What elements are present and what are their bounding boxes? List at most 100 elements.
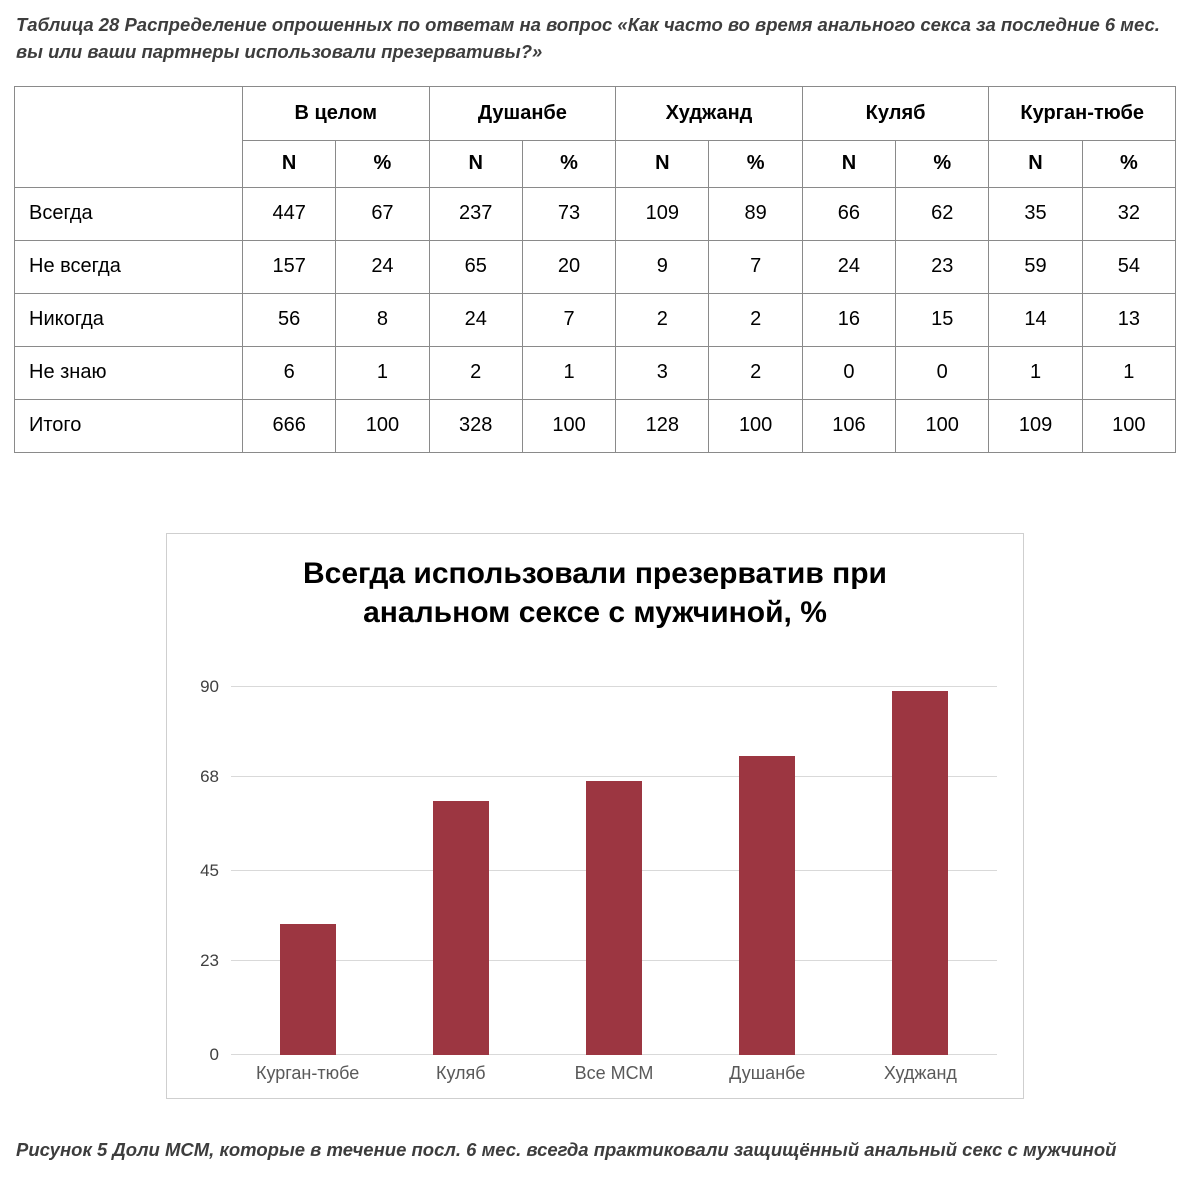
table-cell: 15 — [895, 292, 990, 347]
table-cell: 16 — [801, 292, 897, 347]
table-group-header: Курган-тюбе — [988, 85, 1176, 141]
table-cell: 100 — [521, 398, 617, 453]
table-cell: 65 — [428, 239, 523, 294]
table-row: Всегда 447 67 237 73 109 89 66 62 35 32 — [14, 186, 1177, 241]
table-cell: 2 — [428, 345, 523, 400]
table-cell: 6 — [241, 345, 337, 400]
table-subheader-row: N% N% N% N% N% — [15, 139, 1177, 188]
table-row: Не всегда 157 24 65 20 9 7 24 23 59 54 — [14, 239, 1177, 294]
table-cell: 666 — [241, 398, 337, 453]
table-cell: 24 — [428, 292, 523, 347]
bars-container — [231, 655, 997, 1055]
row-label: Не всегда — [14, 239, 243, 294]
table-row: Никогда 56 8 24 7 2 2 16 15 14 13 — [14, 292, 1177, 347]
table-cell: 100 — [895, 398, 990, 453]
table-cell: 13 — [1081, 292, 1177, 347]
table-subheader: N — [615, 139, 710, 188]
table-cell: 100 — [335, 398, 430, 453]
bar-Куляб — [432, 801, 489, 1055]
bar-Курган-тюбе — [279, 923, 336, 1055]
x-axis-label: Курган-тюбе — [255, 1062, 360, 1083]
table-subheader: % — [708, 139, 803, 188]
bar-slot — [844, 690, 997, 1055]
bar-slot — [231, 923, 384, 1055]
table-cell: 32 — [1081, 186, 1177, 241]
table-cell: 89 — [708, 186, 803, 241]
row-label: Всегда — [14, 186, 243, 241]
table-cell: 7 — [521, 292, 617, 347]
table-cell: 56 — [241, 292, 337, 347]
table-cell: 128 — [615, 398, 710, 453]
table-cell: 62 — [895, 186, 990, 241]
x-axis-label: Куляб — [435, 1062, 486, 1083]
table-cell: 1 — [988, 345, 1083, 400]
y-axis-tick-label: 68 — [200, 766, 219, 786]
table-body: Всегда 447 67 237 73 109 89 66 62 35 32 Не всегда 15… — [14, 186, 1177, 453]
table-cell: 66 — [801, 186, 897, 241]
table-cell: 73 — [521, 186, 617, 241]
table-cell: 35 — [988, 186, 1083, 241]
table-cell: 23 — [895, 239, 990, 294]
table-caption: Таблица 28 Распределение опрошенных по о… — [16, 14, 1160, 62]
table-group-header: Душанбе — [428, 85, 617, 141]
table-cell: 157 — [241, 239, 337, 294]
table-cell: 1 — [521, 345, 617, 400]
table-subheader: % — [895, 139, 990, 188]
table-cell: 7 — [708, 239, 803, 294]
gridline — [231, 685, 997, 687]
bar-Худжанд — [892, 690, 949, 1055]
x-axis-label: Душанбе — [729, 1062, 806, 1083]
bar-Все МСМ — [586, 780, 642, 1055]
table-cell: 24 — [801, 239, 897, 294]
x-axis: Курган-тюбе Куляб Все МСМ Душанбе Худжанд — [231, 1061, 997, 1084]
table-cell: 109 — [988, 398, 1083, 453]
table-subheader: % — [335, 139, 430, 188]
table-header: В целом Душанбе Худжанд Куляб Курган-тюбе N% N… — [14, 85, 1177, 188]
gridline — [231, 775, 997, 777]
data-table: В целом Душанбе Худжанд Куляб Курган-тюбе N% N… — [14, 85, 1177, 453]
table-group-header: В целом — [242, 85, 430, 141]
table-subheader: % — [1081, 139, 1177, 188]
table-cell: 100 — [1081, 398, 1177, 453]
table-row: Не знаю 6 1 2 1 3 2 0 0 1 1 — [14, 345, 1177, 400]
table-cell: 106 — [801, 398, 897, 453]
table-group-header-row: В целом Душанбе Худжанд Куляб Курган-тюбе — [14, 85, 1176, 188]
row-label: Итого — [14, 398, 243, 453]
table-subheader: N — [428, 139, 523, 188]
bar-slot — [384, 801, 537, 1055]
table-corner-cell — [14, 85, 243, 188]
figure-caption: Рисунок 5 Доли МСМ, которые в течение по… — [16, 1138, 1117, 1160]
bar-slot — [537, 780, 690, 1055]
table-cell: 20 — [521, 239, 617, 294]
table-cell: 1 — [335, 345, 430, 400]
table-cell: 9 — [615, 239, 710, 294]
y-axis-tick-label: 23 — [200, 950, 219, 970]
table-cell: 0 — [801, 345, 897, 400]
table-cell: 237 — [428, 186, 523, 241]
table-group-header: Куляб — [801, 85, 990, 141]
row-label: Никогда — [14, 292, 243, 347]
table-cell: 2 — [708, 292, 803, 347]
row-label: Не знаю — [14, 345, 243, 400]
bar-slot — [691, 756, 844, 1055]
figure: Всегда использовали презерватив при анал… — [166, 532, 1024, 1099]
table-cell: 2 — [708, 345, 803, 400]
table-cell: 14 — [988, 292, 1083, 347]
table-cell: 3 — [615, 345, 710, 400]
table-group-header: Худжанд — [615, 85, 803, 141]
table-cell: 67 — [335, 186, 430, 241]
table-cell: 328 — [428, 398, 523, 453]
table-cell: 8 — [335, 292, 430, 347]
table-cell: 2 — [615, 292, 710, 347]
table-cell: 1 — [1081, 345, 1177, 400]
y-axis-tick-label: 0 — [209, 1044, 219, 1064]
table-cell: 24 — [335, 239, 430, 294]
table-subheader: N — [988, 139, 1083, 188]
table-subheader: N — [801, 139, 897, 188]
table-row: Итого 666 100 328 100 128 100 106 100 109 100 — [14, 398, 1177, 453]
table-cell: 447 — [241, 186, 337, 241]
x-axis-label: Худжанд — [883, 1062, 957, 1083]
table-subheader: % — [521, 139, 617, 188]
plot-area: 0 23 45 68 90 — [200, 655, 997, 1064]
